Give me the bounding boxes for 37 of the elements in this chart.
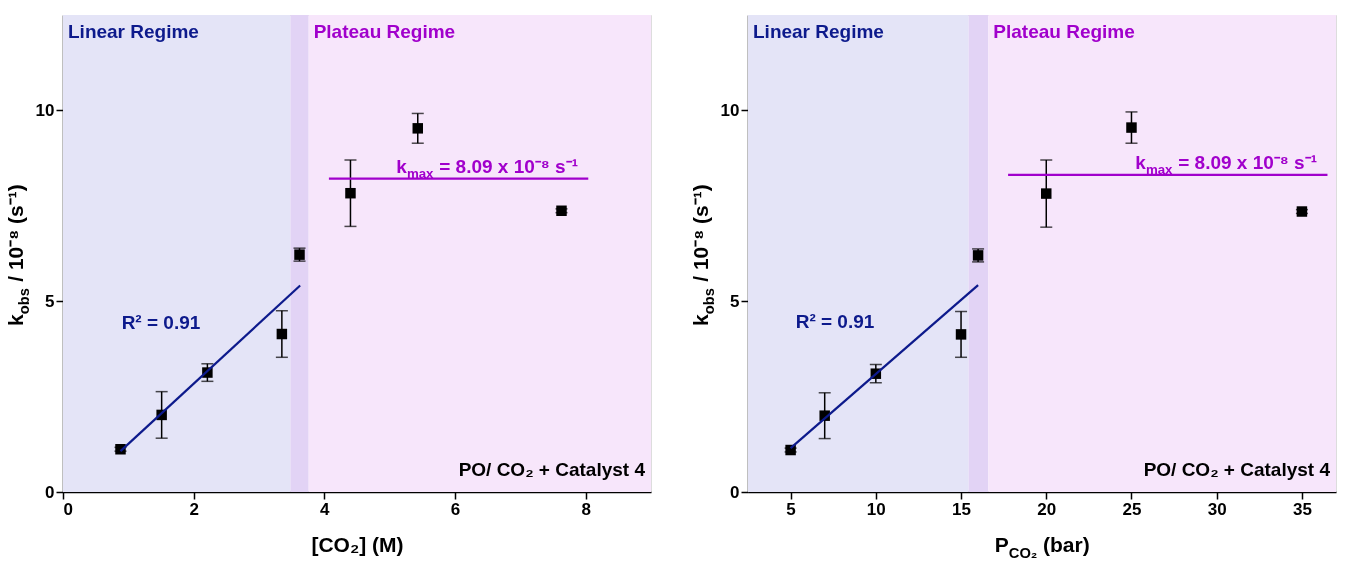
band-label: Linear Regime [68, 21, 199, 42]
x-tick-label: 25 [1122, 499, 1142, 519]
point [412, 123, 423, 134]
x-tick-label: 2 [189, 499, 199, 519]
x-tick-label: 10 [866, 499, 886, 519]
y-tick-label: 10 [720, 100, 740, 120]
y-tick-label: 5 [730, 291, 740, 311]
x-tick-label: 20 [1037, 499, 1057, 519]
x-tick-label: 6 [450, 499, 461, 519]
x-tick-label: 15 [952, 499, 971, 519]
point [1041, 188, 1052, 199]
point [1126, 122, 1137, 133]
y-axis-title: kobs / 10⁻⁸ (s⁻¹) [689, 184, 717, 326]
x-tick-label: 30 [1207, 499, 1227, 519]
annotation: PO/ CO₂ + Catalyst 4 [458, 459, 646, 480]
annotation: PO/ CO₂ + Catalyst 4 [1143, 459, 1331, 480]
band-label: Plateau Regime [993, 21, 1135, 42]
y-axis-title: kobs / 10⁻⁸ (s⁻¹) [4, 184, 32, 326]
x-tick-label: 8 [581, 499, 591, 519]
x-tick-label: 4 [320, 499, 331, 519]
x-tick-label: 0 [63, 499, 73, 519]
y-tick-label: 10 [35, 100, 55, 120]
x-tick-label: 5 [786, 499, 796, 519]
y-tick-label: 0 [45, 482, 55, 502]
point [556, 205, 567, 216]
y-tick-label: 5 [45, 291, 55, 311]
annotation: R² = 0.91 [795, 310, 875, 332]
annotation: R² = 0.91 [121, 312, 201, 334]
point [785, 444, 796, 456]
band-label: Linear Regime [753, 21, 884, 42]
y-tick-label: 0 [730, 482, 740, 502]
band-label: Plateau Regime [313, 21, 456, 42]
x-axis-title: [CO₂] (M) [311, 533, 404, 556]
x-tick-label: 35 [1292, 499, 1312, 519]
point [345, 187, 356, 199]
point [955, 329, 967, 340]
point [276, 328, 288, 340]
